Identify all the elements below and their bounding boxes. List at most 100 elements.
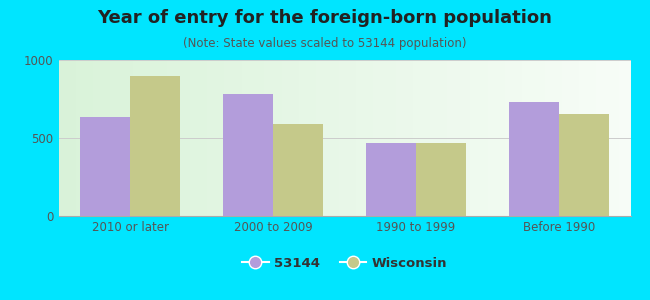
Bar [396,60,402,216]
Bar [144,60,150,216]
Bar [133,60,138,216]
Bar [602,60,608,216]
Bar [559,114,609,216]
Bar [509,102,559,216]
Bar [64,60,70,216]
Bar [190,60,196,216]
Bar [93,60,99,216]
Bar [196,60,202,216]
Bar [104,60,110,216]
Bar [567,60,573,216]
Bar [516,60,522,216]
Bar [58,60,64,216]
Bar [273,124,323,216]
Bar [562,60,567,216]
Bar [328,60,333,216]
Bar [625,60,630,216]
Bar [127,60,133,216]
Bar [471,60,476,216]
Bar [453,60,459,216]
Bar [559,114,609,216]
Bar [167,60,173,216]
Bar [99,60,104,216]
Bar [482,60,488,216]
Bar [213,60,218,216]
Bar [339,60,345,216]
Bar [488,60,493,216]
Bar [356,60,361,216]
Bar [304,60,310,216]
Bar [265,60,270,216]
Bar [270,60,276,216]
Bar [402,60,408,216]
Bar [424,60,430,216]
Bar [230,60,236,216]
Bar [436,60,442,216]
Bar [253,60,259,216]
Bar [556,60,562,216]
Bar [75,60,81,216]
Bar [590,60,596,216]
Bar [293,60,299,216]
Bar [493,60,499,216]
Bar [619,60,625,216]
Bar [185,60,190,216]
Bar [459,60,465,216]
Bar [614,60,619,216]
Bar [509,102,559,216]
Bar [522,60,528,216]
Bar [247,60,253,216]
Bar [539,60,545,216]
Bar [528,60,533,216]
Bar [273,124,323,216]
Bar [579,60,585,216]
Bar [533,60,539,216]
Bar [499,60,504,216]
Bar [442,60,447,216]
Bar [447,60,453,216]
Bar [130,76,180,216]
Bar [276,60,281,216]
Bar [223,94,273,216]
Bar [218,60,224,216]
Bar [259,60,265,216]
Legend: 53144, Wisconsin: 53144, Wisconsin [237,251,452,275]
Bar [207,60,213,216]
Bar [585,60,590,216]
Bar [130,76,180,216]
Bar [366,143,416,216]
Bar [70,60,75,216]
Bar [367,60,373,216]
Text: Year of entry for the foreign-born population: Year of entry for the foreign-born popul… [98,9,552,27]
Bar [476,60,482,216]
Bar [310,60,316,216]
Bar [465,60,471,216]
Bar [596,60,602,216]
Bar [408,60,413,216]
Bar [81,60,87,216]
Bar [224,60,230,216]
Bar [161,60,167,216]
Bar [510,60,516,216]
Bar [504,60,510,216]
Bar [281,60,287,216]
Bar [202,60,207,216]
Bar [287,60,293,216]
Bar [80,117,130,216]
Bar [223,94,273,216]
Bar [80,117,130,216]
Bar [419,60,424,216]
Bar [430,60,436,216]
Bar [366,143,416,216]
Bar [385,60,390,216]
Bar [87,60,93,216]
Bar [373,60,379,216]
Bar [416,143,466,216]
Bar [390,60,396,216]
Bar [316,60,322,216]
Bar [242,60,247,216]
Bar [350,60,356,216]
Bar [138,60,144,216]
Bar [333,60,339,216]
Text: (Note: State values scaled to 53144 population): (Note: State values scaled to 53144 popu… [183,38,467,50]
